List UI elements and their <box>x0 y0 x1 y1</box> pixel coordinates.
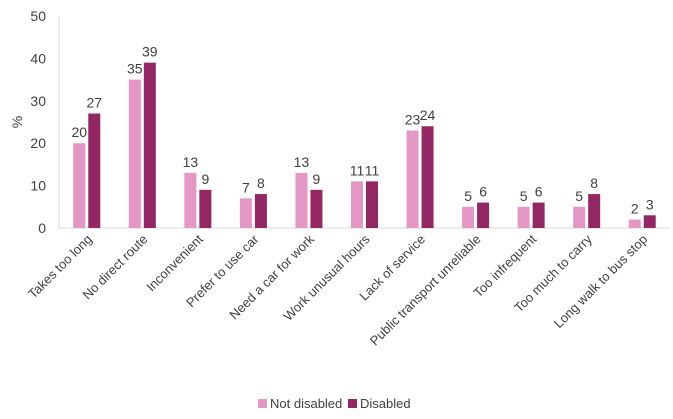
bar-disabled <box>143 62 156 228</box>
x-tick-label: Public transport unreliable <box>367 232 484 349</box>
data-label: 27 <box>86 95 102 111</box>
data-label: 39 <box>142 44 158 60</box>
data-label: 3 <box>646 196 654 212</box>
bar-not-disabled <box>295 172 308 228</box>
bar-disabled <box>366 181 378 228</box>
bar-disabled <box>643 215 656 228</box>
y-axis-label: % <box>9 116 25 128</box>
data-label: 5 <box>520 188 528 204</box>
bar-not-disabled <box>73 143 86 228</box>
legend-swatch <box>258 399 267 408</box>
y-tick-label: 40 <box>30 50 46 66</box>
data-label: 24 <box>420 107 436 123</box>
data-label: 23 <box>405 111 421 127</box>
data-label: 5 <box>464 188 472 204</box>
bar-disabled <box>421 126 434 228</box>
y-tick-label: 0 <box>38 220 46 236</box>
data-label: 11 <box>365 162 380 178</box>
data-label: 35 <box>127 61 143 77</box>
bar-disabled <box>477 202 490 228</box>
bar-not-disabled <box>628 219 641 228</box>
legend-label: Disabled <box>360 396 411 411</box>
bar-disabled <box>88 113 101 228</box>
bar-not-disabled <box>462 206 475 228</box>
y-tick-label: 50 <box>30 8 46 24</box>
data-label: 9 <box>313 171 321 187</box>
legend-label: Not disabled <box>270 396 342 411</box>
y-tick-label: 20 <box>30 135 46 151</box>
data-label: 8 <box>257 175 265 191</box>
x-tick-label: Long walk to bus stop <box>551 232 651 332</box>
legend-swatch <box>348 399 357 408</box>
bar-not-disabled <box>351 181 363 228</box>
bar-not-disabled <box>573 206 586 228</box>
data-label: 9 <box>201 171 209 187</box>
data-label: 2 <box>631 201 639 217</box>
data-label: 5 <box>575 188 583 204</box>
data-label: 7 <box>242 179 250 195</box>
data-label: 13 <box>183 154 199 170</box>
y-tick-label: 10 <box>30 178 46 194</box>
bar-disabled <box>199 189 212 228</box>
bar-not-disabled <box>239 198 252 228</box>
data-label: 11 <box>350 162 365 178</box>
bar-disabled <box>588 194 601 228</box>
bar-not-disabled <box>406 130 419 228</box>
data-label: 20 <box>71 124 87 140</box>
bar-not-disabled <box>128 79 141 228</box>
data-label: 6 <box>479 184 487 200</box>
bar-not-disabled <box>517 206 530 228</box>
data-label: 13 <box>294 154 310 170</box>
data-label: 8 <box>590 175 598 191</box>
bar-disabled <box>254 194 267 228</box>
bar-disabled <box>532 202 545 228</box>
bar-not-disabled <box>184 172 197 228</box>
bar-disabled <box>310 189 323 228</box>
data-label: 6 <box>535 184 543 200</box>
y-tick-label: 30 <box>30 93 46 109</box>
